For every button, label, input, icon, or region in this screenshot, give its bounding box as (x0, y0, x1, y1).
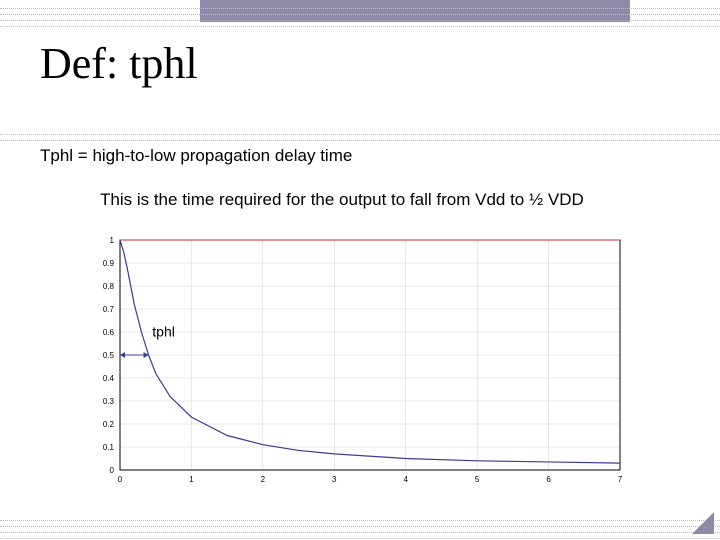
svg-text:tphl: tphl (152, 324, 175, 340)
svg-text:0: 0 (118, 475, 123, 484)
svg-text:0.6: 0.6 (103, 328, 115, 337)
svg-text:1: 1 (110, 236, 115, 245)
svg-text:6: 6 (546, 475, 551, 484)
svg-text:0.5: 0.5 (103, 351, 115, 360)
corner-fold-icon (692, 512, 714, 534)
svg-text:1: 1 (189, 475, 194, 484)
svg-text:0.9: 0.9 (103, 259, 115, 268)
svg-text:7: 7 (618, 475, 623, 484)
slide: Def: tphl Tphl = high-to-low propagation… (0, 0, 720, 540)
svg-text:3: 3 (332, 475, 337, 484)
svg-text:0.7: 0.7 (103, 305, 115, 314)
description-line: This is the time required for the output… (100, 190, 584, 210)
chart-svg: 0 1 2 3 4 5 6 7 0 0.1 0.2 0.3 0.4 0.5 0.6 0.7 0.8 0.9 1 tph… (80, 230, 640, 500)
definition-line: Tphl = high-to-low propagation delay tim… (40, 146, 352, 166)
svg-text:0.2: 0.2 (103, 420, 115, 429)
svg-text:0.8: 0.8 (103, 282, 115, 291)
decay-chart: 0 1 2 3 4 5 6 7 0 0.1 0.2 0.3 0.4 0.5 0.6 0.7 0.8 0.9 1 tph… (80, 230, 640, 500)
svg-text:0.1: 0.1 (103, 443, 115, 452)
svg-text:0.3: 0.3 (103, 397, 115, 406)
svg-text:0: 0 (110, 466, 115, 475)
slide-title: Def: tphl (40, 38, 198, 89)
svg-text:0.4: 0.4 (103, 374, 115, 383)
top-accent-bar (200, 0, 630, 22)
svg-text:4: 4 (403, 475, 408, 484)
svg-text:5: 5 (475, 475, 480, 484)
svg-text:2: 2 (261, 475, 266, 484)
